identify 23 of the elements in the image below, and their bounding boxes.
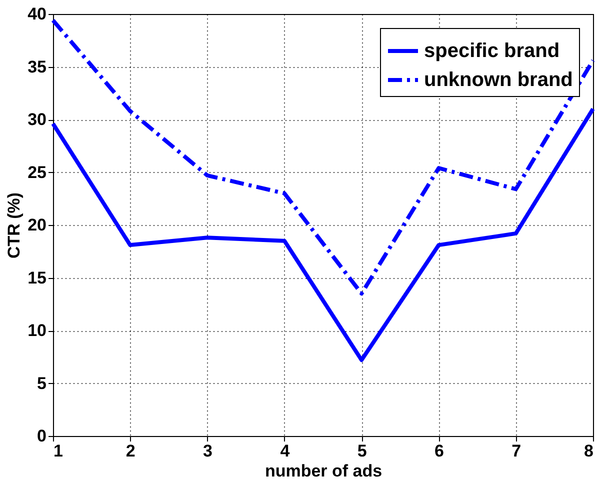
y-tick-label: 15 — [28, 268, 46, 288]
y-tick-label: 0 — [37, 426, 46, 446]
y-tick-label: 40 — [28, 4, 46, 24]
x-tick-label: 5 — [357, 442, 367, 460]
x-tick-label: 1 — [54, 442, 63, 460]
y-tick-label: 30 — [28, 110, 46, 129]
x-axis-title: number of ads — [264, 462, 382, 480]
legend-label: unknown brand — [424, 69, 573, 91]
line-series — [51, 106, 595, 362]
y-tick-label: 35 — [28, 57, 46, 76]
x-tick-label: 6 — [434, 442, 444, 460]
y-tick-label: 25 — [28, 162, 46, 182]
x-tick-label: 2 — [126, 442, 136, 460]
x-tick-label: 7 — [512, 442, 522, 460]
line-series — [51, 18, 595, 296]
y-tick-label: 5 — [37, 374, 46, 393]
x-tick-label: 3 — [203, 442, 213, 460]
legend-label: specific brand — [424, 40, 560, 62]
y-tick-label: 20 — [28, 216, 46, 234]
x-tick-label: 4 — [280, 442, 290, 460]
y-axis-title: CTR (%) — [4, 192, 24, 259]
y-tick-label: 10 — [28, 321, 46, 340]
x-tick-label: 8 — [584, 442, 594, 460]
